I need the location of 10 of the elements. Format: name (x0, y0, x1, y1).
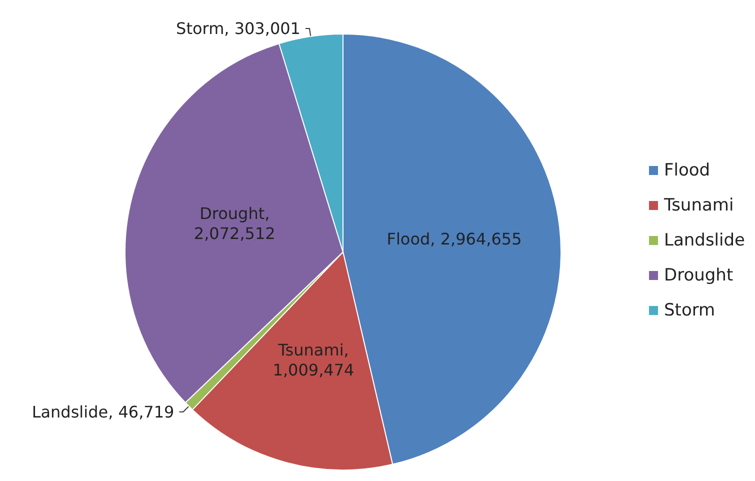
data-label: Drought, 2,072,512 (194, 204, 276, 244)
legend-label: Tsunami (662, 196, 734, 216)
data-label: Flood, 2,964,655 (386, 230, 522, 249)
data-label: Storm, 303,001 (176, 19, 300, 38)
data-label: Tsunami, 1,009,474 (272, 340, 354, 380)
legend-label: Flood (664, 160, 710, 180)
legend-label: Drought (664, 266, 734, 286)
legend-label: Landslide (664, 230, 746, 250)
legend-label: Storm (664, 300, 716, 320)
data-label: Landslide, 46,719 (32, 402, 174, 422)
